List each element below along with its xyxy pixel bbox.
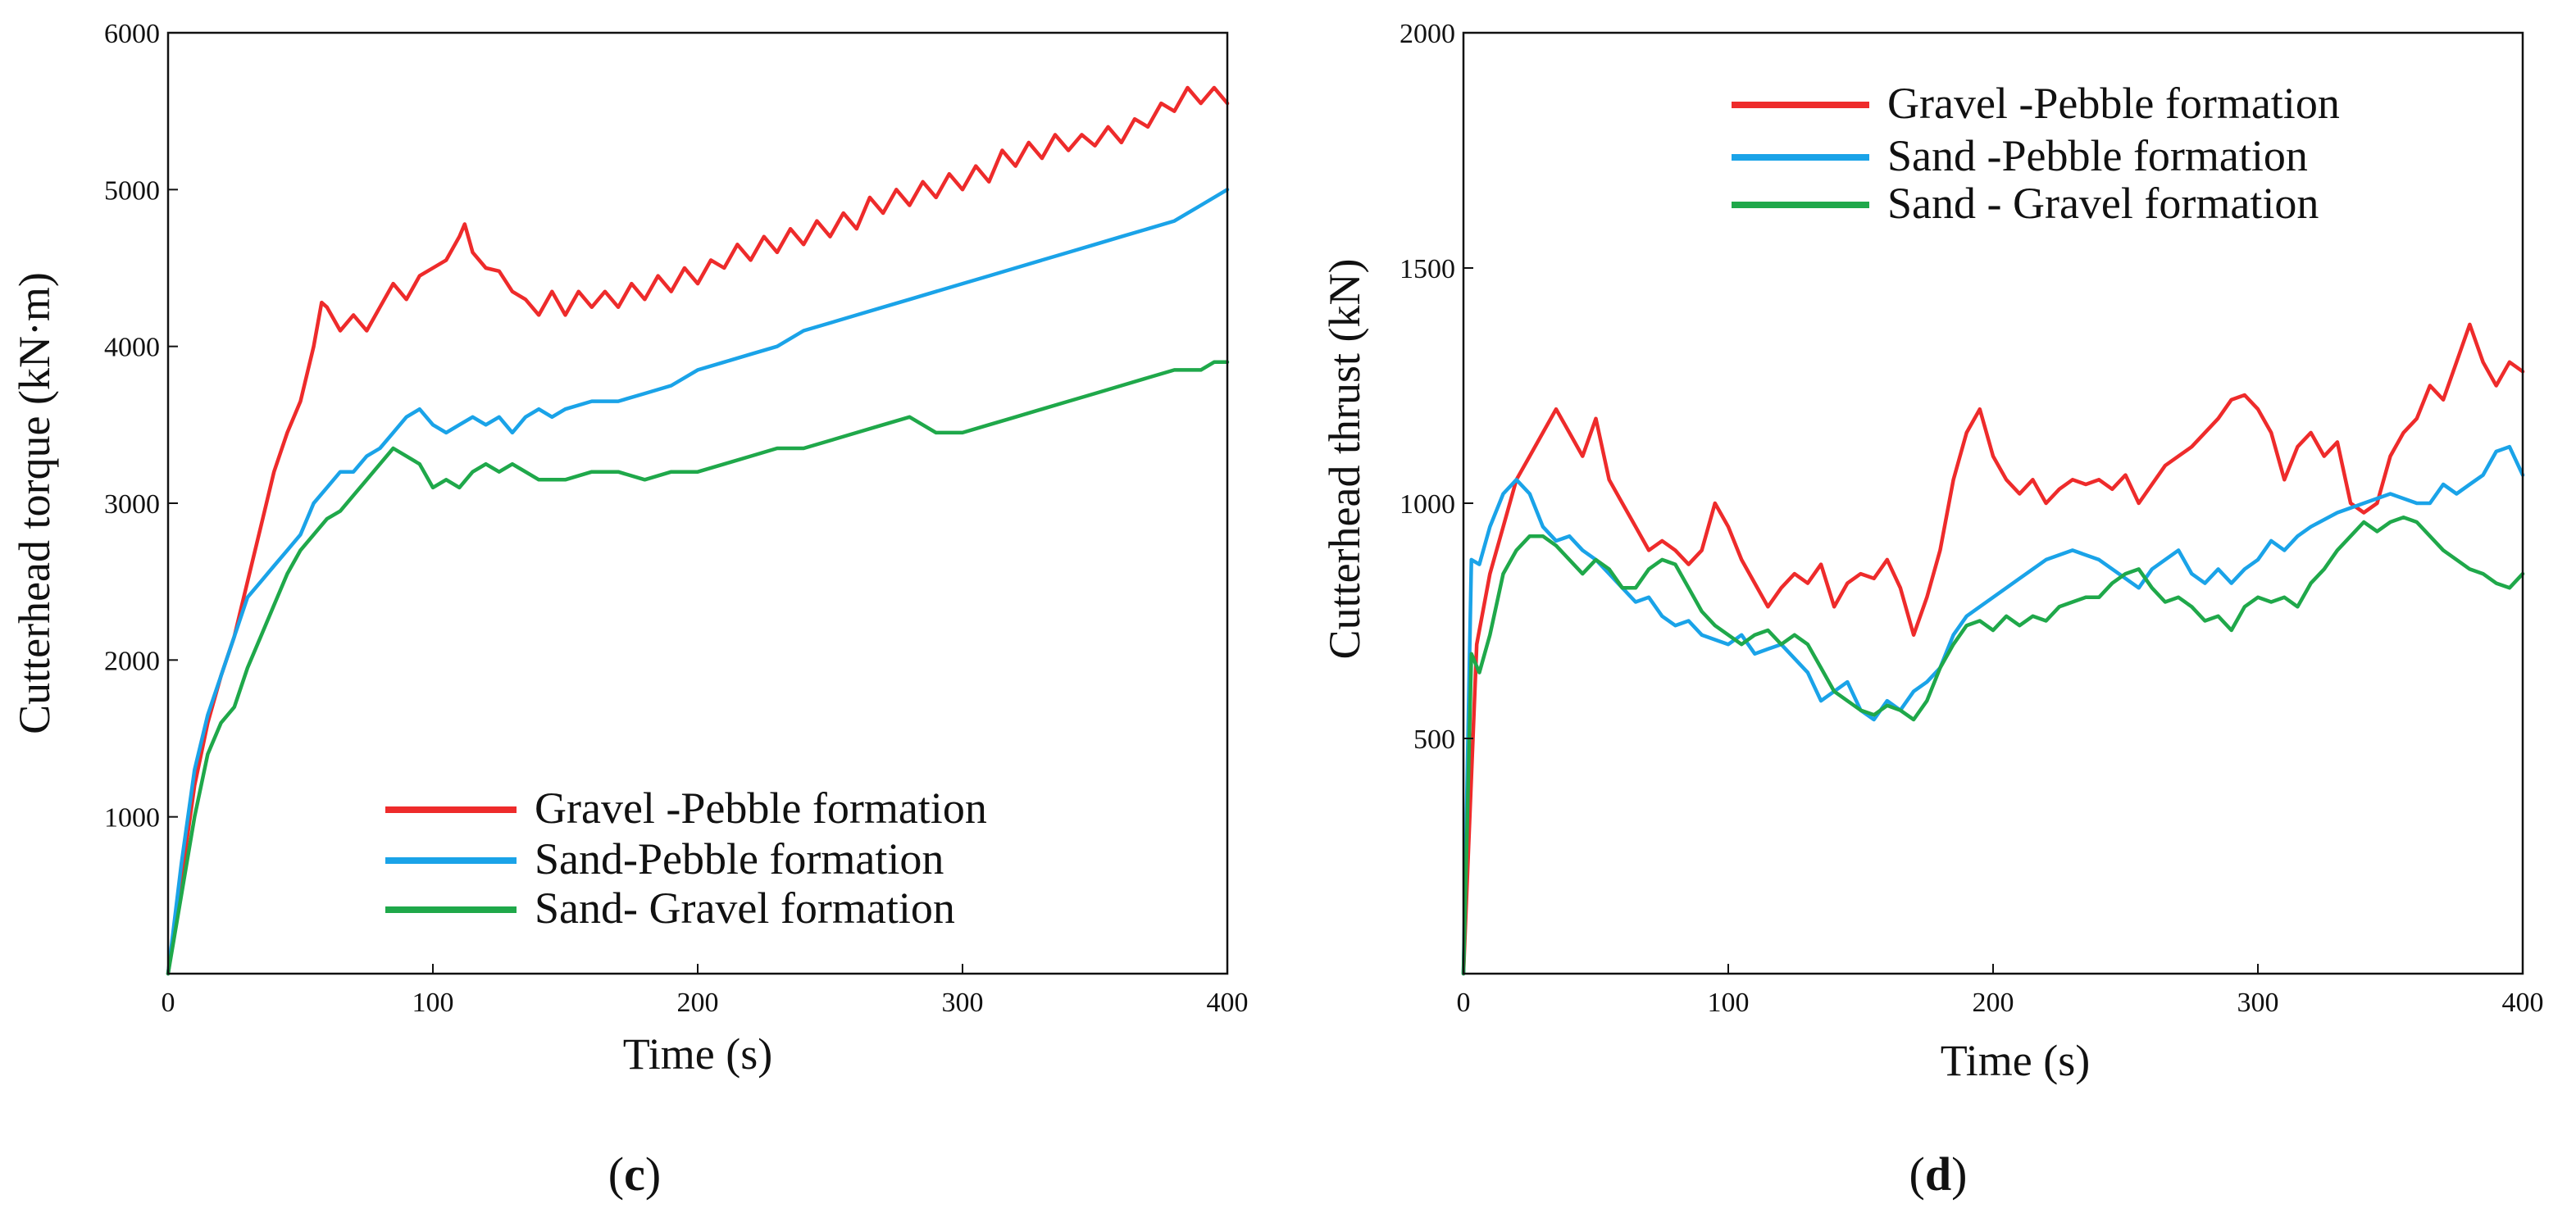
thrust-series-gravel-pebble-formation — [1461, 322, 2525, 976]
torque-y-tick-label: 3000 — [104, 489, 160, 520]
thrust-chart: 0 100 200 300 400 500 1000 1500 2000 Time (s) Cu… — [1320, 19, 2544, 1201]
thrust-legend: Gravel -Pebble formation Sand -Pebble fo… — [1732, 79, 2340, 228]
torque-y-tick-label: 4000 — [104, 333, 160, 363]
thrust-y-tick-label: 1000 — [1400, 489, 1455, 520]
torque-x-tick-label: 300 — [942, 988, 984, 1018]
thrust-y-axis-title: Cutterhead thrust (kN) — [1320, 259, 1369, 660]
torque-x-tick-label: 200 — [677, 988, 719, 1018]
torque-series-sand-gravel-formation — [166, 360, 1230, 976]
thrust-x-tick-label: 300 — [2237, 988, 2279, 1018]
torque-series-gravel-pebble-formation — [166, 85, 1230, 976]
panel-label-d: (d) — [1909, 1147, 1968, 1201]
torque-y-axis-title: Cutterhead torque (kN·m) — [10, 272, 59, 734]
thrust-y-tick-label: 1500 — [1400, 254, 1455, 284]
torque-legend: Gravel -Pebble formation Sand-Pebble for… — [385, 784, 987, 933]
torque-y-tick-label: 1000 — [104, 803, 160, 834]
thrust-x-tick-label: 100 — [1708, 988, 1750, 1018]
thrust-legend-label-gravel-pebble: Gravel -Pebble formation — [1887, 79, 2340, 128]
torque-x-tick-label: 400 — [1207, 988, 1249, 1018]
thrust-y-tick-label: 2000 — [1400, 19, 1455, 49]
torque-legend-label-sand-pebble: Sand-Pebble formation — [535, 834, 944, 884]
torque-ticks: 0 100 200 300 400 1000 2000 3000 4000 5000 6000 — [104, 19, 1249, 1018]
thrust-legend-label-sand-pebble: Sand -Pebble formation — [1887, 131, 2308, 180]
torque-y-tick-label: 6000 — [104, 19, 160, 49]
thrust-x-axis-title: Time (s) — [1941, 1036, 2091, 1085]
thrust-legend-label-sand-gravel: Sand - Gravel formation — [1887, 179, 2319, 228]
thrust-y-tick-label: 500 — [1413, 725, 1455, 755]
torque-chart: 0 100 200 300 400 1000 2000 3000 4000 5000 6000 Ti… — [10, 19, 1249, 1201]
thrust-x-tick-label: 0 — [1457, 988, 1471, 1018]
thrust-ticks: 0 100 200 300 400 500 1000 1500 2000 — [1400, 19, 2544, 1018]
torque-legend-label-sand-gravel: Sand- Gravel formation — [535, 884, 955, 933]
thrust-x-tick-label: 200 — [1973, 988, 2014, 1018]
torque-y-tick-label: 5000 — [104, 175, 160, 206]
torque-series-layer — [166, 85, 1230, 976]
thrust-series-sand-pebble-formation — [1461, 444, 2525, 976]
panel-label-c: (c) — [608, 1147, 661, 1201]
torque-series-sand-pebble-formation — [166, 188, 1230, 976]
thrust-x-tick-label: 400 — [2502, 988, 2544, 1018]
torque-x-axis-title: Time (s) — [623, 1029, 773, 1079]
thrust-series-sand-gravel-formation — [1461, 515, 2525, 976]
torque-x-tick-label: 100 — [412, 988, 454, 1018]
torque-y-tick-label: 2000 — [104, 646, 160, 676]
torque-legend-label-gravel-pebble: Gravel -Pebble formation — [535, 784, 987, 833]
thrust-series-layer — [1461, 322, 2525, 976]
torque-x-tick-label: 0 — [162, 988, 175, 1018]
